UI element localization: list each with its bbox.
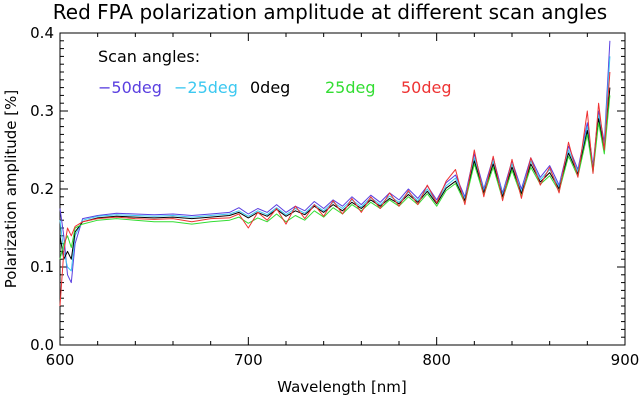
legend-title: Scan angles: [98, 47, 200, 66]
series-group [59, 40, 611, 307]
series-line-50deg [59, 71, 611, 307]
x-tick-label: 600 [46, 351, 75, 369]
y-tick-label: 0.2 [30, 180, 54, 198]
x-tick-label: 800 [422, 351, 451, 369]
x-tick-label: 700 [234, 351, 263, 369]
y-tick-label: 0.3 [30, 102, 54, 120]
legend: Scan angles: −50deg −25deg 0deg 25deg 50… [98, 47, 452, 97]
y-axis-label: Polarization amplitude [%] [2, 90, 20, 288]
legend-entry-0: 0deg [250, 78, 290, 97]
legend-entry-50: 50deg [401, 78, 452, 97]
x-tick-label: 900 [611, 351, 640, 369]
series-line-25deg [59, 56, 611, 272]
y-tick-label: 0.4 [30, 24, 54, 42]
y-tick-label: 0.0 [30, 336, 54, 354]
axis-ticks: 600 700 800 900 0.0 0.1 0.2 0.3 0.4 [30, 24, 639, 369]
legend-entry-25: 25deg [325, 78, 376, 97]
chart-title: Red FPA polarization amplitude at differ… [53, 0, 607, 24]
series-line-50deg [59, 40, 611, 284]
legend-entry-neg25: −25deg [174, 78, 238, 97]
legend-entry-neg50: −50deg [98, 78, 162, 97]
x-axis-label: Wavelength [nm] [277, 378, 407, 396]
series-line-25deg [59, 95, 611, 260]
y-tick-label: 0.1 [30, 258, 54, 276]
